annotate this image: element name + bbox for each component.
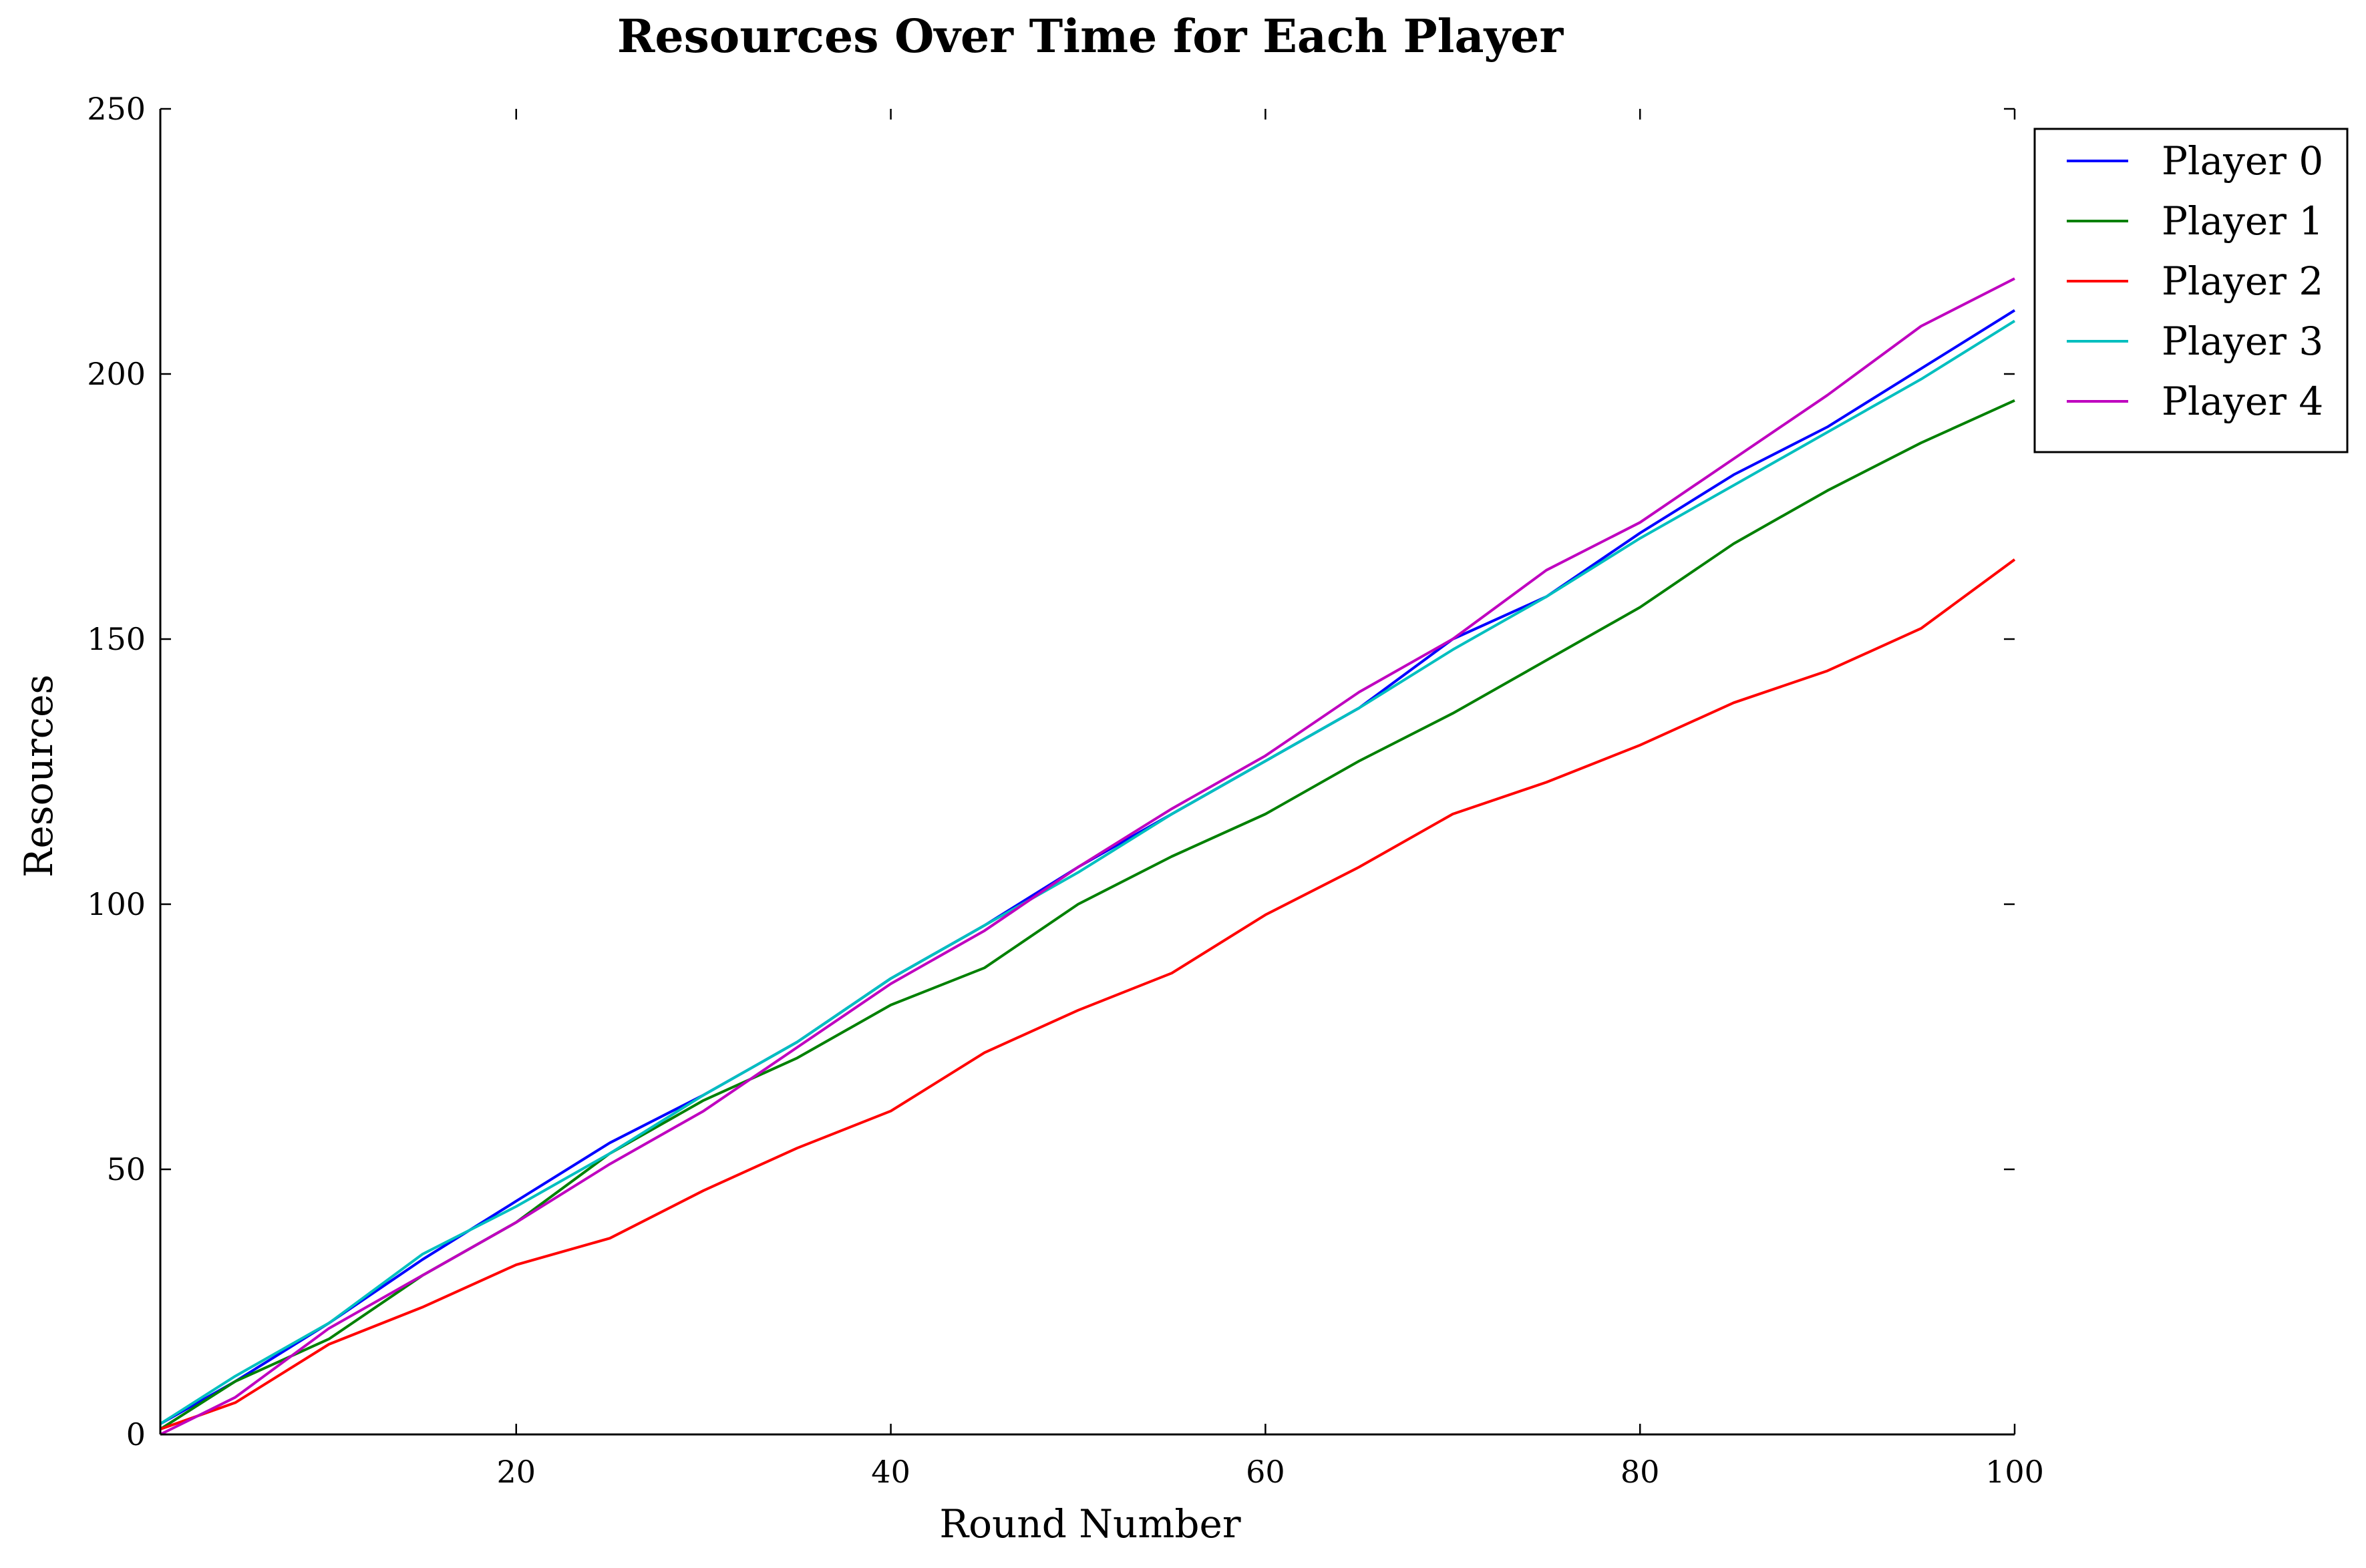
x-tick-label: 20 (496, 1454, 536, 1490)
plot-area: 20 40 60 80 100 0 50 100 150 200 250 (87, 91, 2044, 1490)
legend-label-1: Player 1 (2162, 198, 2323, 244)
legend-label-3: Player 3 (2162, 319, 2323, 364)
chart-title: Resources Over Time for Each Player (617, 10, 1564, 63)
legend-label-2: Player 2 (2162, 258, 2323, 304)
x-tick-label: 60 (1246, 1454, 1285, 1490)
y-tick-label: 100 (87, 886, 146, 922)
x-tick-label: 40 (871, 1454, 910, 1490)
y-tick-label: 0 (126, 1416, 146, 1452)
legend-box (2033, 128, 2349, 453)
legend: Player 0 Player 1 Player 2 Player 3 Player 4 (2033, 128, 2349, 453)
legend-label-0: Player 0 (2162, 138, 2323, 184)
series-line-2 (160, 558, 2016, 1430)
y-tick-label: 150 (87, 621, 146, 657)
y-tick-label: 50 (106, 1151, 146, 1187)
x-tick-label: 80 (1621, 1454, 1660, 1490)
series-line-4 (160, 277, 2015, 1436)
y-tick-label: 250 (87, 91, 146, 127)
series-line-3 (159, 319, 2016, 1425)
y-tick-label: 200 (87, 356, 146, 392)
legend-label-4: Player 4 (2162, 379, 2323, 424)
x-tick-label: 100 (1985, 1454, 2044, 1490)
y-axis-label: Resources (16, 674, 61, 877)
series-line-1 (159, 399, 2015, 1430)
x-axis-label: Round Number (939, 1501, 1240, 1547)
